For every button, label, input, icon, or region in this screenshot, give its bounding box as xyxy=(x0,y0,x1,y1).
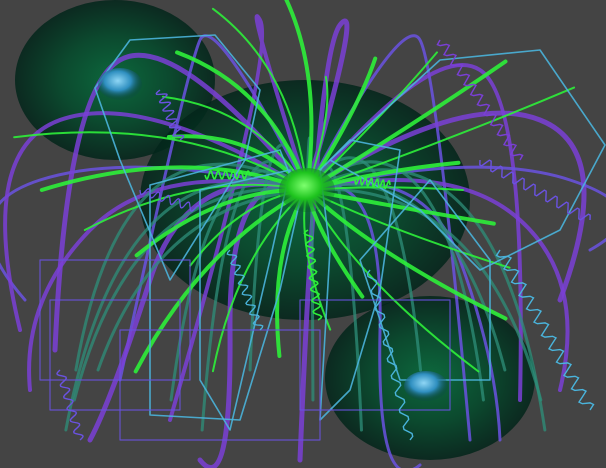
squiggle xyxy=(204,170,251,180)
cyan-polygon xyxy=(199,169,291,431)
green-ray xyxy=(133,188,309,374)
teal-arc xyxy=(96,188,309,372)
violet-frame xyxy=(299,299,451,411)
blob-layer xyxy=(15,0,535,460)
purple-arc xyxy=(3,111,309,332)
violet-frame xyxy=(119,329,321,441)
orb-center xyxy=(279,168,335,212)
purple-arc xyxy=(0,165,309,302)
teal-arc xyxy=(169,169,309,402)
orb-bottom-right xyxy=(404,371,448,401)
cyan-polygon xyxy=(359,179,491,381)
squiggle xyxy=(495,249,595,411)
squiggle xyxy=(155,89,185,141)
green-ray xyxy=(306,51,438,191)
green-ray xyxy=(211,7,308,191)
squiggle xyxy=(303,229,323,321)
green-ray xyxy=(13,131,308,191)
purple-arc xyxy=(305,165,606,252)
purple-arc xyxy=(27,179,309,392)
purple-arc xyxy=(305,63,523,402)
cyan-polygons xyxy=(39,34,606,441)
squiggle xyxy=(436,39,524,161)
violet-frame xyxy=(49,299,181,411)
squiggle xyxy=(226,249,264,331)
teal-arc xyxy=(305,156,423,372)
purple-arc xyxy=(304,110,587,303)
squiggles xyxy=(56,39,595,441)
green-ray xyxy=(306,86,576,191)
purple-arc xyxy=(305,34,472,442)
purple-arc xyxy=(118,34,309,382)
squiggle xyxy=(56,369,84,441)
violet-frame xyxy=(39,259,191,381)
cyan-polygon xyxy=(329,49,606,271)
green-ray xyxy=(305,59,508,192)
green-ray xyxy=(284,0,314,192)
squiggle xyxy=(354,175,391,190)
cyan-polygon xyxy=(149,149,301,421)
teal-arc xyxy=(72,187,309,402)
cyan-polygon xyxy=(319,139,401,421)
squiggle xyxy=(479,159,591,221)
squiggle xyxy=(366,269,414,441)
orb-layer xyxy=(98,68,448,401)
teal-arc xyxy=(64,179,309,432)
purple-arc xyxy=(52,52,310,353)
purple-arc xyxy=(305,178,570,392)
squiggle xyxy=(139,187,201,213)
orb-top-left xyxy=(98,68,142,100)
green-ray xyxy=(39,165,309,192)
purple-arcs xyxy=(0,14,606,468)
purple-arc xyxy=(297,18,350,463)
teal-arc xyxy=(305,187,543,402)
cyan-polygon xyxy=(94,34,261,281)
